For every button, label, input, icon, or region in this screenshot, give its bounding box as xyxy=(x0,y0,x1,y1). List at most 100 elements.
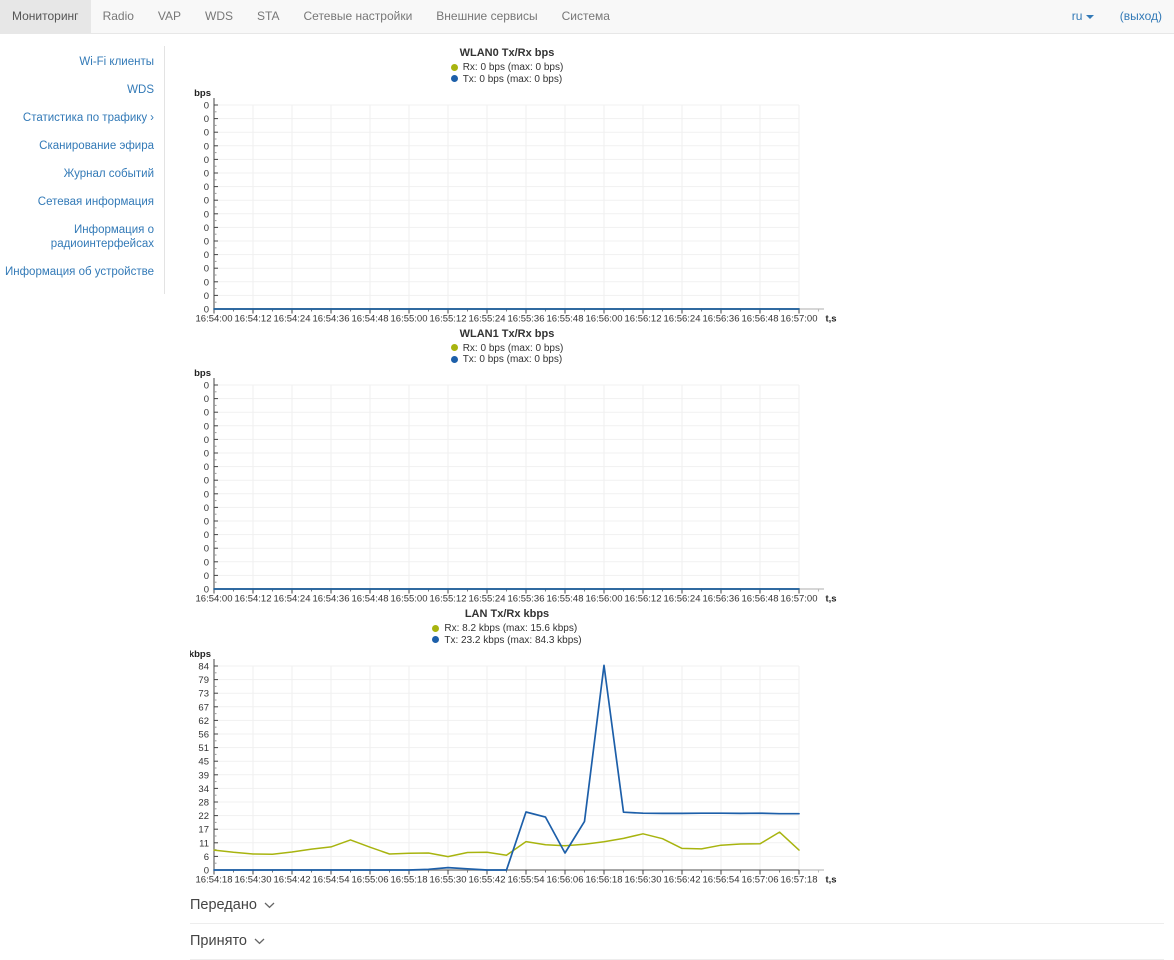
svg-text:16:54:00: 16:54:00 xyxy=(196,594,233,605)
svg-text:0: 0 xyxy=(204,557,209,568)
svg-text:t,s: t,s xyxy=(825,313,836,324)
sidebar-item-label: WDS xyxy=(127,84,154,96)
svg-text:16:56:54: 16:56:54 xyxy=(703,874,740,885)
nav-tab-network-settings[interactable]: Сетевые настройки xyxy=(303,9,413,23)
rx-legend-label: Rx: 0 bps (max: 0 bps) xyxy=(462,62,564,73)
svg-text:kbps: kbps xyxy=(190,649,211,660)
svg-text:16:54:18: 16:54:18 xyxy=(196,874,233,885)
nav-tab-external-services[interactable]: Внешние сервисы xyxy=(436,9,538,23)
svg-text:16:57:00: 16:57:00 xyxy=(781,313,818,324)
svg-text:0: 0 xyxy=(204,517,209,528)
svg-text:16:55:54: 16:55:54 xyxy=(508,874,545,885)
caret-down-icon xyxy=(1086,14,1095,19)
svg-text:16:54:12: 16:54:12 xyxy=(235,594,272,605)
svg-text:16:56:00: 16:56:00 xyxy=(586,313,623,324)
svg-text:0: 0 xyxy=(204,530,209,541)
svg-text:16:57:06: 16:57:06 xyxy=(742,874,779,885)
svg-text:16:55:12: 16:55:12 xyxy=(430,313,467,324)
svg-text:16:54:36: 16:54:36 xyxy=(313,594,350,605)
nav-tab-wds[interactable]: WDS xyxy=(205,9,234,23)
svg-text:0: 0 xyxy=(204,277,209,288)
svg-text:16:57:18: 16:57:18 xyxy=(781,874,818,885)
svg-text:16:54:30: 16:54:30 xyxy=(235,874,272,885)
svg-text:16:55:48: 16:55:48 xyxy=(547,594,584,605)
sidebar-item-network-info[interactable]: Сетевая информация xyxy=(0,188,164,216)
svg-text:16:56:42: 16:56:42 xyxy=(664,874,701,885)
svg-text:16:55:30: 16:55:30 xyxy=(430,874,467,885)
svg-text:16:55:00: 16:55:00 xyxy=(391,594,428,605)
svg-text:0: 0 xyxy=(204,865,209,876)
chart-header: WLAN0 Tx/Rx bps Rx: 0 bps (max: 0 bps) T… xyxy=(190,46,824,87)
chart-header: WLAN1 Tx/Rx bps Rx: 0 bps (max: 0 bps) T… xyxy=(190,327,824,368)
chart-lan: LAN Tx/Rx kbps Rx: 8.2 kbps (max: 15.6 k… xyxy=(190,607,1174,886)
svg-text:16:54:24: 16:54:24 xyxy=(274,594,311,605)
svg-text:67: 67 xyxy=(198,702,209,713)
svg-text:16:55:06: 16:55:06 xyxy=(352,874,389,885)
svg-text:16:55:18: 16:55:18 xyxy=(391,874,428,885)
svg-text:0: 0 xyxy=(204,476,209,487)
svg-text:34: 34 xyxy=(198,783,209,794)
svg-text:0: 0 xyxy=(204,141,209,152)
svg-text:16:56:48: 16:56:48 xyxy=(742,313,779,324)
language-dropdown[interactable]: ru xyxy=(1072,9,1095,23)
rx-legend-label: Rx: 8.2 kbps (max: 15.6 kbps) xyxy=(444,623,578,634)
svg-text:0: 0 xyxy=(204,114,209,125)
nav-tab-radio[interactable]: Radio xyxy=(102,9,134,23)
svg-text:84: 84 xyxy=(198,661,209,672)
sidebar-item-radio-interfaces-info[interactable]: Информация о радиоинтерфейсах xyxy=(0,216,164,258)
svg-text:16:56:06: 16:56:06 xyxy=(547,874,584,885)
sidebar-item-device-info[interactable]: Информация об устройстве xyxy=(0,258,164,286)
sidebar-item-traffic-statistics[interactable]: Статистика по трафику › xyxy=(0,104,164,132)
main-content: WLAN0 Tx/Rx bps Rx: 0 bps (max: 0 bps) T… xyxy=(190,34,1174,960)
svg-text:16:56:24: 16:56:24 xyxy=(664,594,701,605)
svg-text:51: 51 xyxy=(198,743,209,754)
svg-text:16:55:24: 16:55:24 xyxy=(469,313,506,324)
svg-text:16:54:54: 16:54:54 xyxy=(313,874,350,885)
chart-wlan1: WLAN1 Tx/Rx bps Rx: 0 bps (max: 0 bps) T… xyxy=(190,327,1174,606)
svg-text:16:54:48: 16:54:48 xyxy=(352,313,389,324)
svg-text:0: 0 xyxy=(204,421,209,432)
svg-text:16:55:42: 16:55:42 xyxy=(469,874,506,885)
sidebar-item-air-scan[interactable]: Сканирование эфира xyxy=(0,132,164,160)
svg-text:t,s: t,s xyxy=(825,874,836,885)
svg-text:16:54:48: 16:54:48 xyxy=(352,594,389,605)
navbar-right: ru (выход) xyxy=(1050,0,1162,33)
svg-text:16:56:48: 16:56:48 xyxy=(742,594,779,605)
logout-link[interactable]: (выход) xyxy=(1119,9,1162,23)
chart-wlan0: WLAN0 Tx/Rx bps Rx: 0 bps (max: 0 bps) T… xyxy=(190,46,1174,325)
svg-text:0: 0 xyxy=(204,236,209,247)
svg-text:0: 0 xyxy=(204,394,209,405)
nav-tab-sta[interactable]: STA xyxy=(257,9,280,23)
svg-text:16:56:12: 16:56:12 xyxy=(625,594,662,605)
svg-text:0: 0 xyxy=(204,503,209,514)
svg-text:28: 28 xyxy=(198,797,209,808)
chart-legend: Rx: 8.2 kbps (max: 15.6 kbps) Tx: 23.2 k… xyxy=(432,623,582,646)
sidebar-item-wifi-clients[interactable]: Wi-Fi клиенты xyxy=(0,48,164,76)
nav-tab-vap[interactable]: VAP xyxy=(157,9,182,23)
received-section-toggle[interactable]: Принято xyxy=(190,924,1164,960)
svg-text:0: 0 xyxy=(204,182,209,193)
chart-header: LAN Tx/Rx kbps Rx: 8.2 kbps (max: 15.6 k… xyxy=(190,607,824,648)
svg-text:0: 0 xyxy=(204,489,209,500)
svg-text:79: 79 xyxy=(198,675,209,686)
tx-legend-label: Tx: 0 bps (max: 0 bps) xyxy=(462,354,563,365)
nav-tab-system[interactable]: Система xyxy=(561,9,610,23)
svg-text:16:55:36: 16:55:36 xyxy=(508,313,545,324)
sidebar-item-label: Wi-Fi клиенты xyxy=(79,56,154,68)
rx-legend-label: Rx: 0 bps (max: 0 bps) xyxy=(462,342,564,354)
svg-text:0: 0 xyxy=(204,449,209,460)
nav-tab-monitoring[interactable]: Мониторинг xyxy=(0,0,91,33)
sidebar-item-wds[interactable]: WDS xyxy=(0,76,164,104)
svg-text:0: 0 xyxy=(204,381,209,392)
tx-legend-dot xyxy=(450,355,458,363)
svg-text:16:55:24: 16:55:24 xyxy=(469,594,506,605)
transmitted-section-toggle[interactable]: Передано xyxy=(190,888,1164,924)
svg-text:0: 0 xyxy=(204,290,209,301)
sidebar-item-label: Статистика по трафику xyxy=(22,112,148,124)
sidebar-item-event-log[interactable]: Журнал событий xyxy=(0,160,164,188)
svg-text:73: 73 xyxy=(198,688,209,699)
tx-legend-dot xyxy=(432,636,440,643)
svg-text:17: 17 xyxy=(198,824,209,835)
